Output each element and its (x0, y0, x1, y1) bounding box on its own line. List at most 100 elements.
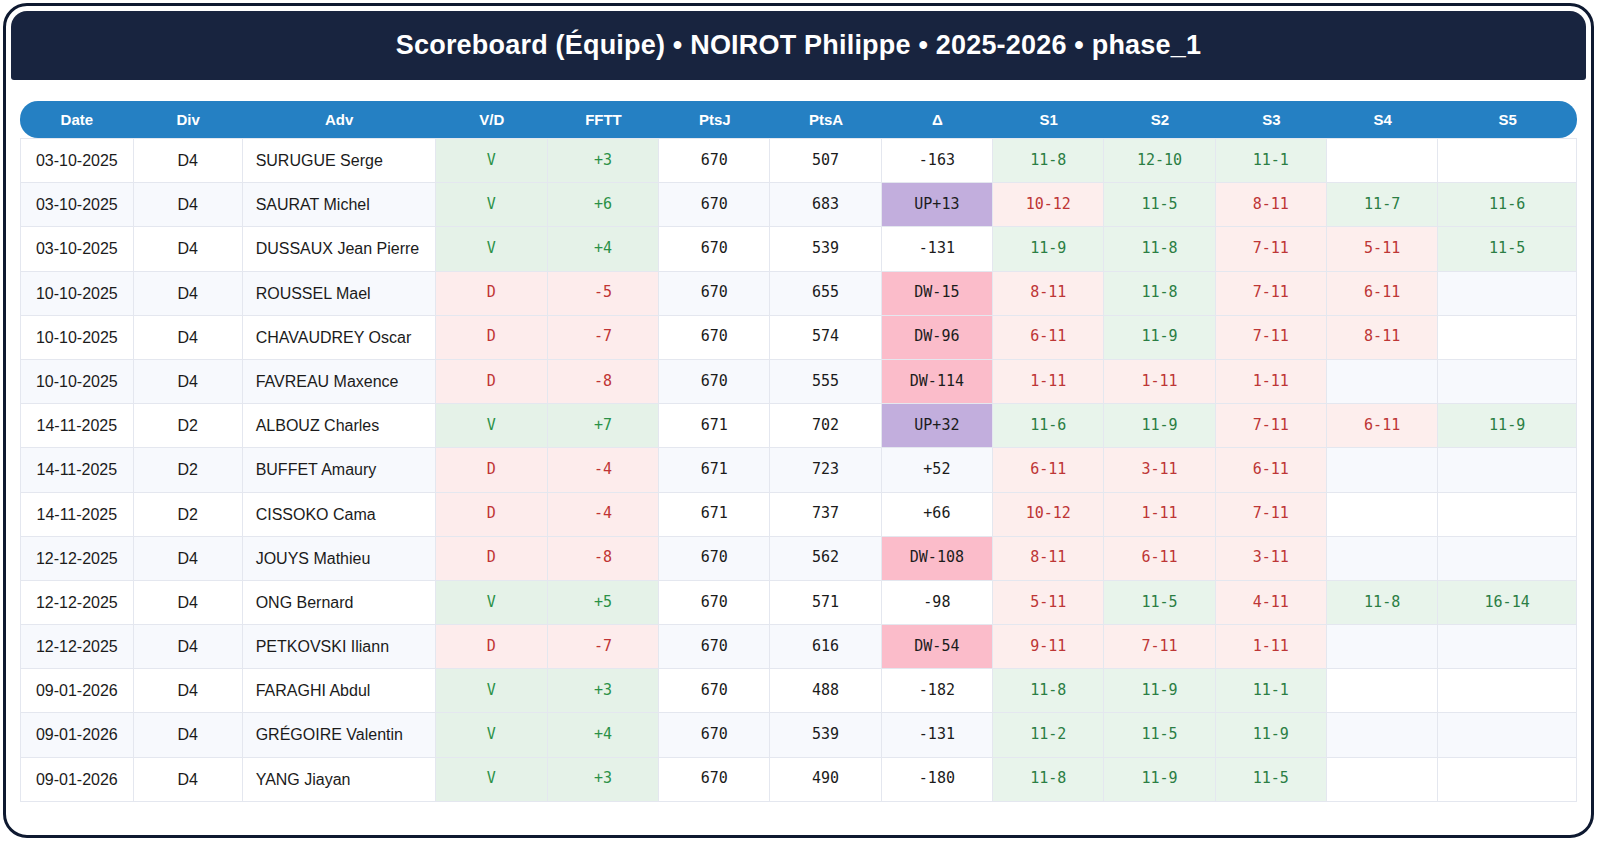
table-row: 03-10-2025 D4 SAURAT Michel V +6 670 683… (20, 183, 1577, 227)
s1-cell: 11-6 (993, 404, 1104, 448)
s5-cell (1438, 272, 1577, 316)
ptsj-cell: 670 (659, 183, 770, 227)
adv-cell: PETKOVSKI Iliann (243, 625, 436, 669)
s1-cell: 6-11 (993, 316, 1104, 360)
col-header-fftt: FFTT (548, 101, 659, 138)
s2-cell: 11-9 (1104, 404, 1215, 448)
date-cell: 10-10-2025 (20, 272, 134, 316)
s2-cell: 1-11 (1104, 360, 1215, 404)
div-cell: D4 (134, 758, 243, 802)
fftt-cell: +4 (548, 227, 659, 271)
adv-cell: FARAGHI Abdul (243, 669, 436, 713)
ptsa-cell: 616 (770, 625, 881, 669)
s3-cell: 11-1 (1216, 669, 1327, 713)
ptsj-cell: 671 (659, 448, 770, 492)
s2-cell: 11-5 (1104, 581, 1215, 625)
ptsa-cell: 571 (770, 581, 881, 625)
div-cell: D4 (134, 316, 243, 360)
col-header-ptsj: PtsJ (659, 101, 770, 138)
div-cell: D2 (134, 448, 243, 492)
ptsa-cell: 655 (770, 272, 881, 316)
ptsj-cell: 670 (659, 227, 770, 271)
s5-cell (1438, 360, 1577, 404)
ptsj-cell: 670 (659, 581, 770, 625)
s5-cell (1438, 316, 1577, 360)
table-row: 14-11-2025 D2 BUFFET Amaury D -4 671 723… (20, 448, 1577, 492)
delta-cell: +66 (882, 493, 993, 537)
s4-cell (1327, 758, 1438, 802)
div-cell: D2 (134, 493, 243, 537)
s4-cell: 6-11 (1327, 404, 1438, 448)
s1-cell: 11-8 (993, 138, 1104, 183)
delta-cell: +52 (882, 448, 993, 492)
fftt-cell: -8 (548, 360, 659, 404)
table-row: 12-12-2025 D4 JOUYS Mathieu D -8 670 562… (20, 537, 1577, 581)
table-header: Date Div Adv V/D FFTT PtsJ PtsA Δ S1 S2 … (20, 101, 1577, 138)
s1-cell: 11-8 (993, 758, 1104, 802)
ptsa-cell: 702 (770, 404, 881, 448)
s1-cell: 8-11 (993, 272, 1104, 316)
s3-cell: 1-11 (1216, 625, 1327, 669)
fftt-cell: +4 (548, 713, 659, 757)
date-cell: 09-01-2026 (20, 713, 134, 757)
s5-cell (1438, 625, 1577, 669)
ptsj-cell: 670 (659, 625, 770, 669)
date-cell: 12-12-2025 (20, 581, 134, 625)
s5-cell (1438, 758, 1577, 802)
vd-cell: V (436, 183, 548, 227)
delta-cell: DW-54 (882, 625, 993, 669)
scoreboard-card: Scoreboard (Équipe) • NOIROT Philippe • … (3, 3, 1594, 838)
date-cell: 09-01-2026 (20, 758, 134, 802)
delta-cell: -163 (882, 138, 993, 183)
ptsa-cell: 562 (770, 537, 881, 581)
s1-cell: 11-8 (993, 669, 1104, 713)
ptsj-cell: 670 (659, 758, 770, 802)
col-header-adv: Adv (243, 101, 436, 138)
adv-cell: CHAVAUDREY Oscar (243, 316, 436, 360)
s4-cell: 8-11 (1327, 316, 1438, 360)
vd-cell: D (436, 537, 548, 581)
div-cell: D4 (134, 625, 243, 669)
s3-cell: 3-11 (1216, 537, 1327, 581)
fftt-cell: +6 (548, 183, 659, 227)
ptsj-cell: 670 (659, 669, 770, 713)
table-row: 12-12-2025 D4 PETKOVSKI Iliann D -7 670 … (20, 625, 1577, 669)
adv-cell: GRÉGOIRE Valentin (243, 713, 436, 757)
fftt-cell: +3 (548, 669, 659, 713)
vd-cell: D (436, 316, 548, 360)
s2-cell: 11-8 (1104, 227, 1215, 271)
fftt-cell: +7 (548, 404, 659, 448)
s3-cell: 11-5 (1216, 758, 1327, 802)
s5-cell (1438, 448, 1577, 492)
adv-cell: SURUGUE Serge (243, 138, 436, 183)
ptsa-cell: 539 (770, 713, 881, 757)
col-header-s4: S4 (1327, 101, 1438, 138)
div-cell: D4 (134, 669, 243, 713)
s5-cell (1438, 138, 1577, 183)
ptsj-cell: 670 (659, 138, 770, 183)
s3-cell: 11-9 (1216, 713, 1327, 757)
col-header-div: Div (134, 101, 243, 138)
delta-cell: UP+32 (882, 404, 993, 448)
page-title: Scoreboard (Équipe) • NOIROT Philippe • … (21, 30, 1576, 61)
col-header-date: Date (20, 101, 134, 138)
s2-cell: 11-5 (1104, 183, 1215, 227)
s1-cell: 11-9 (993, 227, 1104, 271)
adv-cell: BUFFET Amaury (243, 448, 436, 492)
ptsj-cell: 670 (659, 713, 770, 757)
s2-cell: 12-10 (1104, 138, 1215, 183)
s5-cell (1438, 537, 1577, 581)
results-table: Date Div Adv V/D FFTT PtsJ PtsA Δ S1 S2 … (20, 101, 1577, 802)
table-row: 09-01-2026 D4 FARAGHI Abdul V +3 670 488… (20, 669, 1577, 713)
ptsj-cell: 670 (659, 272, 770, 316)
date-cell: 10-10-2025 (20, 360, 134, 404)
fftt-cell: +3 (548, 138, 659, 183)
table-row: 09-01-2026 D4 GRÉGOIRE Valentin V +4 670… (20, 713, 1577, 757)
s2-cell: 3-11 (1104, 448, 1215, 492)
s1-cell: 6-11 (993, 448, 1104, 492)
s1-cell: 10-12 (993, 183, 1104, 227)
vd-cell: V (436, 758, 548, 802)
s5-cell (1438, 493, 1577, 537)
fftt-cell: -4 (548, 448, 659, 492)
div-cell: D4 (134, 581, 243, 625)
